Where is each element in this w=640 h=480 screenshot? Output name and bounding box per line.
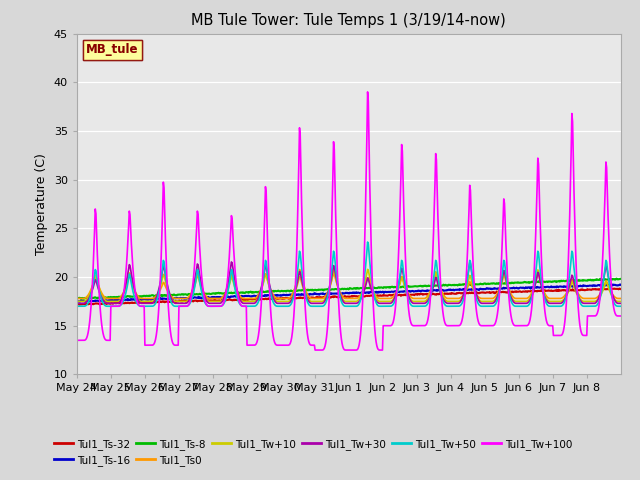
Tul1_Tw+100 xyxy=(264,240,271,245)
Legend: Tul1_Ts-32, Tul1_Ts-16, Tul1_Ts-8, Tul1_Ts0, Tul1_Tw+10, Tul1_Tw+30, Tul1_Tw+50,: Tul1_Ts-32, Tul1_Ts-16, Tul1_Ts-8, Tul1_… xyxy=(50,434,577,470)
Tul1_Tw+10 xyxy=(406,295,413,301)
Tul1_Ts-32 xyxy=(617,286,625,292)
Tul1_Ts-32 xyxy=(76,302,83,308)
Tul1_Ts-16 xyxy=(616,282,624,288)
Tul1_Tw+10 xyxy=(264,278,271,284)
Tul1_Tw+30 xyxy=(406,295,413,301)
Tul1_Ts0 xyxy=(73,296,81,301)
Tul1_Tw+50 xyxy=(364,239,371,245)
Tul1_Ts-16 xyxy=(73,299,81,304)
Tul1_Tw+50 xyxy=(406,300,413,305)
Tul1_Ts-8 xyxy=(612,276,620,281)
Tul1_Ts-16 xyxy=(617,282,625,288)
Tul1_Ts-8 xyxy=(285,288,292,294)
Tul1_Ts0 xyxy=(436,284,444,289)
Tul1_Ts-32 xyxy=(436,290,444,296)
Line: Tul1_Ts-32: Tul1_Ts-32 xyxy=(77,288,621,305)
Tul1_Tw+30 xyxy=(73,300,81,306)
Tul1_Ts0 xyxy=(137,296,145,301)
Tul1_Tw+30 xyxy=(137,300,145,306)
Tul1_Ts-16 xyxy=(138,297,145,303)
Line: Tul1_Tw+10: Tul1_Tw+10 xyxy=(77,269,621,301)
Tul1_Ts-16 xyxy=(264,292,272,298)
Tul1_Tw+100 xyxy=(406,317,414,323)
Tul1_Tw+30 xyxy=(228,259,236,265)
Tul1_Tw+100 xyxy=(137,303,145,309)
Tul1_Ts0 xyxy=(284,296,292,301)
Tul1_Ts-32 xyxy=(264,296,272,301)
Tul1_Ts-8 xyxy=(436,282,444,288)
Tul1_Tw+100 xyxy=(311,347,319,353)
Tul1_Ts-16 xyxy=(436,287,444,293)
Tul1_Tw+50 xyxy=(137,303,145,309)
Tul1_Tw+50 xyxy=(436,286,444,291)
Tul1_Tw+100 xyxy=(437,281,445,287)
Tul1_Tw+100 xyxy=(237,302,244,308)
Line: Tul1_Tw+30: Tul1_Tw+30 xyxy=(77,262,621,303)
Tul1_Tw+50 xyxy=(264,271,271,277)
Tul1_Ts-32 xyxy=(285,296,292,301)
Line: Tul1_Ts-16: Tul1_Ts-16 xyxy=(77,285,621,302)
Tul1_Tw+10 xyxy=(364,266,371,272)
Tul1_Tw+30 xyxy=(237,299,245,305)
Tul1_Ts-8 xyxy=(617,276,625,282)
Tul1_Tw+10 xyxy=(137,299,145,304)
Tul1_Tw+50 xyxy=(617,303,625,309)
Tul1_Ts-8 xyxy=(84,296,92,302)
Tul1_Tw+50 xyxy=(284,303,292,309)
Tul1_Ts-8 xyxy=(406,284,413,289)
Tul1_Tw+100 xyxy=(284,342,292,348)
Tul1_Tw+100 xyxy=(617,313,625,319)
Tul1_Tw+50 xyxy=(237,302,244,308)
Tul1_Ts0 xyxy=(296,267,303,273)
Tul1_Tw+100 xyxy=(73,337,81,343)
Tul1_Tw+30 xyxy=(617,300,625,306)
Tul1_Ts-16 xyxy=(406,288,413,294)
Line: Tul1_Tw+50: Tul1_Tw+50 xyxy=(77,242,621,306)
Tul1_Tw+10 xyxy=(436,285,444,290)
Tul1_Ts-32 xyxy=(73,301,81,307)
Tul1_Tw+30 xyxy=(264,276,272,282)
Tul1_Ts-8 xyxy=(264,288,272,294)
Line: Tul1_Ts-8: Tul1_Ts-8 xyxy=(77,278,621,299)
Tul1_Tw+10 xyxy=(284,299,292,304)
Tul1_Ts-16 xyxy=(81,299,89,305)
Line: Tul1_Ts0: Tul1_Ts0 xyxy=(77,270,621,299)
Tul1_Tw+30 xyxy=(436,288,444,294)
Tul1_Tw+50 xyxy=(73,303,81,309)
Title: MB Tule Tower: Tule Temps 1 (3/19/14-now): MB Tule Tower: Tule Temps 1 (3/19/14-now… xyxy=(191,13,506,28)
Tul1_Ts-32 xyxy=(138,300,145,305)
Tul1_Ts-32 xyxy=(406,292,413,298)
Tul1_Tw+10 xyxy=(73,299,81,304)
Tul1_Tw+100 xyxy=(364,89,371,95)
Tul1_Ts0 xyxy=(406,292,413,298)
Tul1_Ts-32 xyxy=(237,297,245,303)
Tul1_Ts-32 xyxy=(616,286,623,291)
Y-axis label: Temperature (C): Temperature (C) xyxy=(35,153,48,255)
Tul1_Tw+30 xyxy=(285,300,292,306)
Tul1_Ts-8 xyxy=(237,290,245,296)
Tul1_Ts0 xyxy=(237,294,244,300)
Tul1_Ts0 xyxy=(264,277,271,283)
Tul1_Ts-8 xyxy=(138,294,145,300)
Tul1_Tw+10 xyxy=(237,297,244,303)
Tul1_Ts0 xyxy=(617,296,625,301)
Line: Tul1_Tw+100: Tul1_Tw+100 xyxy=(77,92,621,350)
Tul1_Tw+10 xyxy=(617,299,625,304)
Tul1_Ts-8 xyxy=(73,296,81,301)
Tul1_Ts-16 xyxy=(285,292,292,298)
Legend: MB_tule: MB_tule xyxy=(83,39,142,60)
Tul1_Ts-16 xyxy=(237,293,245,299)
